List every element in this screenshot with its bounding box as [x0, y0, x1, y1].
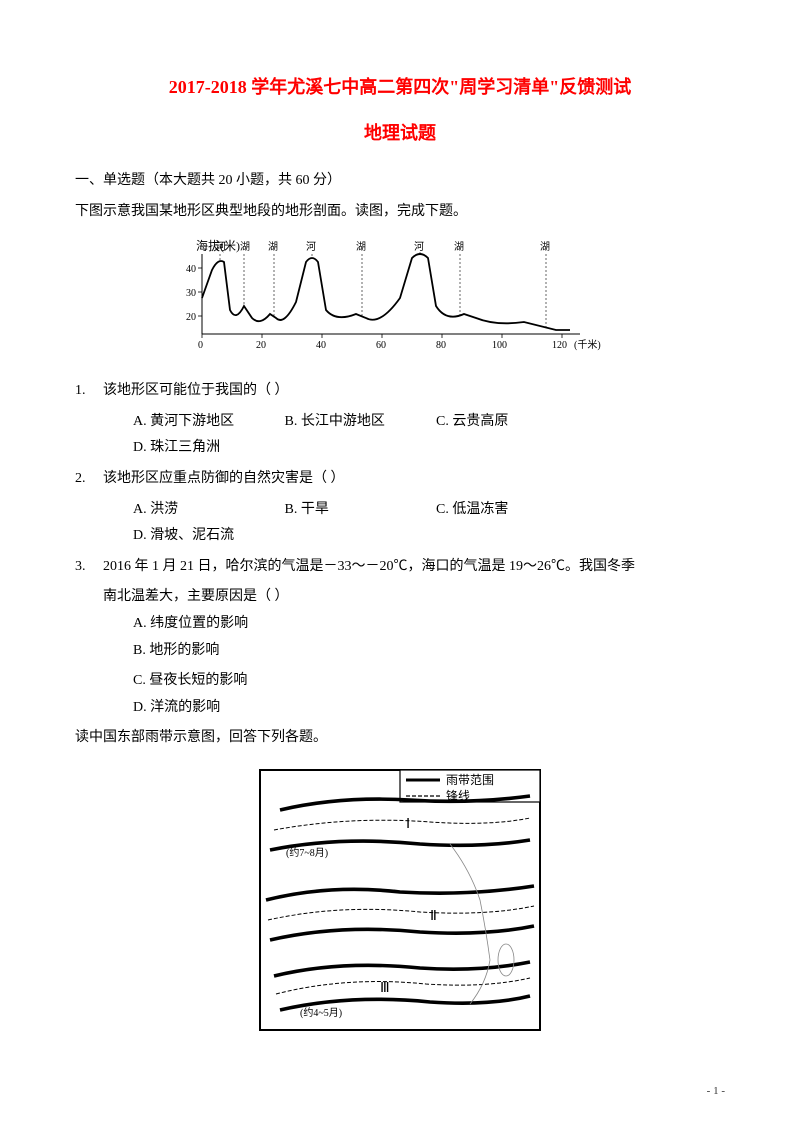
instruction-1: 下图示意我国某地形区典型地段的地形剖面。读图，完成下题。: [75, 199, 725, 226]
month-1-label: (约7~8月): [286, 846, 328, 859]
marker-7: 湖: [540, 241, 550, 253]
section-header: 一、单选题（本大题共 20 小题，共 60 分）: [75, 168, 725, 195]
q1-text: 该地形区可能位于我国的（ ）: [103, 383, 289, 398]
x-tick-0: 0: [198, 340, 203, 351]
marker-2: 湖: [268, 241, 278, 253]
x-tick-120: 120: [552, 340, 567, 351]
page-number: - 1 -: [707, 1081, 725, 1102]
figure-1-container: 海拔(米) 40 30 20 0 20 40 60 80 100 120 (千米…: [75, 234, 725, 365]
q1-option-d: D. 珠江三角洲: [133, 435, 281, 462]
q2-option-a: A. 洪涝: [133, 497, 281, 524]
x-tick-60: 60: [376, 340, 386, 351]
zone-3-label: Ⅲ: [380, 981, 390, 996]
legend-band-label: 雨带范围: [446, 773, 494, 787]
x-tick-80: 80: [436, 340, 446, 351]
q3-number: 3.: [75, 554, 103, 581]
q2-number: 2.: [75, 466, 103, 493]
x-tick-20: 20: [256, 340, 266, 351]
y-tick-20: 20: [186, 312, 196, 323]
q1-option-a: A. 黄河下游地区: [133, 409, 281, 436]
q3-line1: 2016 年 1 月 21 日，哈尔滨的气温是－33～－20℃，海口的气温是 1…: [103, 559, 635, 574]
zone-1-label: Ⅰ: [406, 817, 410, 832]
q3-option-c: C. 昼夜长短的影响: [133, 668, 433, 695]
marker-3: 河: [306, 241, 316, 253]
q1-options: A. 黄河下游地区 B. 长江中游地区 C. 云贵高原 D. 珠江三角洲: [75, 409, 725, 462]
instruction-2: 读中国东部雨带示意图，回答下列各题。: [75, 725, 725, 752]
question-3: 3.2016 年 1 月 21 日，哈尔滨的气温是－33～－20℃，海口的气温是…: [75, 554, 725, 581]
q3-line2: 南北温差大，主要原因是（ ）: [75, 584, 725, 611]
map-border: [260, 770, 540, 1030]
question-2: 2.该地形区应重点防御的自然灾害是（ ）: [75, 466, 725, 493]
q3-option-d: D. 洋流的影响: [133, 695, 433, 722]
q1-option-b: B. 长江中游地区: [285, 409, 433, 436]
q3-option-b: B. 地形的影响: [133, 638, 433, 665]
marker-0: 河: [216, 241, 226, 253]
q2-text: 该地形区应重点防御的自然灾害是（ ）: [103, 471, 345, 486]
marker-5: 河: [414, 241, 424, 253]
month-3-label: (约4~5月): [300, 1006, 342, 1019]
q2-option-c: C. 低温冻害: [436, 497, 584, 524]
q1-number: 1.: [75, 378, 103, 405]
q2-option-b: B. 干旱: [285, 497, 433, 524]
china-rainbelt-map: 雨带范围 锋线 Ⅰ (约7~8月) Ⅱ Ⅲ (约4~5月): [250, 760, 550, 1040]
marker-1: 湖: [240, 241, 250, 253]
terrain-profile-line: [202, 254, 570, 330]
q3-options-row2: C. 昼夜长短的影响 D. 洋流的影响: [75, 668, 725, 721]
terrain-profile-chart: 海拔(米) 40 30 20 0 20 40 60 80 100 120 (千米…: [180, 234, 620, 354]
q2-option-d: D. 滑坡、泥石流: [133, 523, 281, 550]
q2-options: A. 洪涝 B. 干旱 C. 低温冻害 D. 滑坡、泥石流: [75, 497, 725, 550]
marker-6: 湖: [454, 241, 464, 253]
marker-4: 湖: [356, 241, 366, 253]
x-tick-40: 40: [316, 340, 326, 351]
y-tick-40: 40: [186, 264, 196, 275]
q1-option-c: C. 云贵高原: [436, 409, 584, 436]
x-tick-100: 100: [492, 340, 507, 351]
figure-2-container: 雨带范围 锋线 Ⅰ (约7~8月) Ⅱ Ⅲ (约4~5月): [75, 760, 725, 1051]
main-title: 2017-2018 学年尤溪七中高二第四次"周学习清单"反馈测试: [75, 70, 725, 104]
y-tick-30: 30: [186, 288, 196, 299]
zone-2-label: Ⅱ: [430, 909, 437, 924]
question-1: 1.该地形区可能位于我国的（ ）: [75, 378, 725, 405]
q3-option-a: A. 纬度位置的影响: [133, 611, 433, 638]
q3-options-row1: A. 纬度位置的影响 B. 地形的影响: [75, 611, 725, 664]
subtitle: 地理试题: [75, 116, 725, 150]
x-axis-label: (千米): [574, 338, 601, 351]
